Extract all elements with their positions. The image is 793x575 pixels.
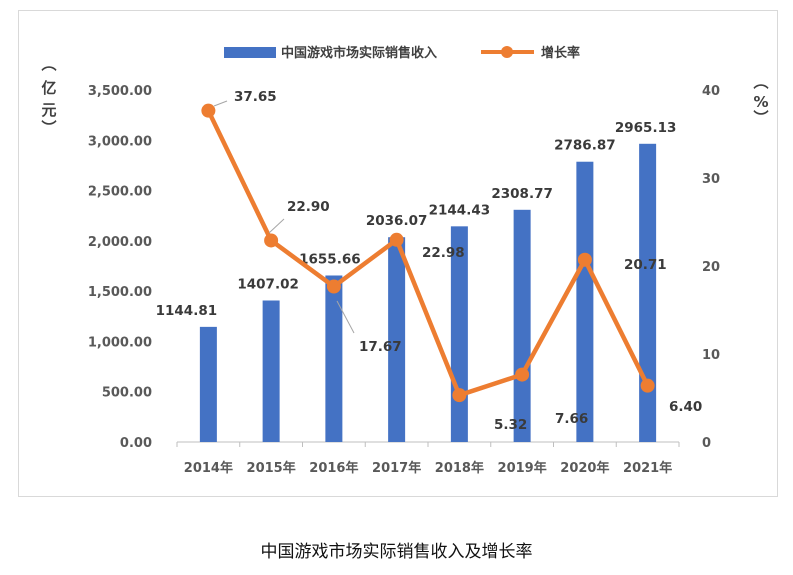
y-left-tick-label: 500.00 [102,386,152,401]
growth-data-label: 7.66 [555,411,588,427]
growth-data-label: 17.67 [359,339,402,355]
growth-data-label: 6.40 [669,399,702,415]
y-left-tick-label: 3,500.00 [88,84,152,99]
legend-swatch-growth-marker [501,46,513,58]
y-left-tick-label: 1,000.00 [88,335,152,350]
growth-label-leader-line [268,218,285,234]
y-left-unit-paren-close: ︶ [40,119,56,137]
revenue-bar [639,143,657,442]
y-left-unit-label-2: 元 [41,101,56,119]
y-left-unit-label-1: 亿 [41,79,56,97]
growth-rate-marker [515,367,530,382]
growth-label-leader-line [213,100,228,107]
revenue-data-label: 2786.87 [554,138,616,154]
growth-rate-marker [452,388,467,403]
growth-rate-marker [640,378,655,393]
revenue-data-label: 2144.43 [429,202,491,218]
y-left-tick-label: 1,500.00 [88,285,152,300]
revenue-bar [513,209,531,442]
revenue-data-label: 1655.66 [299,251,361,267]
revenue-data-label: 1407.02 [237,276,299,292]
growth-rate-marker [264,233,279,248]
revenue-data-label: 2036.07 [366,213,428,229]
x-tick-label: 2019年 [498,460,547,476]
chart-caption: 中国游戏市场实际销售收入及增长率 [260,542,533,562]
y-right-tick-label: 40 [702,84,720,99]
legend-swatch-revenue [224,47,276,58]
growth-data-label: 5.32 [494,417,527,433]
chart-frame: 2014年 2015年 2016年 2017年 2018年 2019年 2020年 2021年… [18,10,778,497]
x-tick-label: 2017年 [372,460,421,476]
growth-label-leader-line [336,300,355,334]
x-tick-label: 2015年 [247,460,296,476]
x-tick-label: 2021年 [623,460,672,476]
y-left-tick-label: 0.00 [120,436,152,451]
revenue-bar [199,326,217,442]
revenue-bar [388,237,406,442]
x-tick-label: 2018年 [435,460,484,476]
growth-rate-marker [326,279,341,294]
chart-svg: 2014年 2015年 2016年 2017年 2018年 2019年 2020年 2021年… [40,45,768,476]
growth-rate-marker [389,232,404,247]
revenue-data-label: 2965.13 [615,120,677,136]
y-right-tick-label: 0 [702,436,711,451]
growth-rate-marker [577,252,592,267]
revenue-bar [325,275,343,442]
y-right-tick-label: 10 [702,348,720,363]
revenue-data-label: 1144.81 [156,303,218,319]
growth-data-label: 22.90 [287,199,330,215]
y-right-unit-paren-open: ︵ [752,73,768,91]
growth-data-label: 22.98 [422,245,465,261]
y-left-unit-paren-open: ︵ [40,55,56,73]
growth-data-label: 37.65 [234,89,277,105]
revenue-bar [262,300,280,442]
revenue-bar [576,161,594,442]
x-tick-label: 2016年 [309,460,358,476]
y-left-tick-label: 3,000.00 [88,134,152,149]
y-right-unit-label: % [753,93,768,111]
y-left-tick-label: 2,500.00 [88,185,152,200]
y-right-tick-label: 20 [702,260,720,275]
x-tick-label: 2020年 [560,460,609,476]
legend-label-revenue: 中国游戏市场实际销售收入 [281,45,437,61]
y-right-tick-label: 30 [702,172,720,187]
growth-data-label: 20.71 [624,257,667,273]
y-right-unit-paren-close: ︶ [752,109,768,127]
legend-label-growth: 增长率 [541,45,580,61]
growth-rate-marker [201,103,216,118]
growth-rate-line [206,108,650,398]
y-left-tick-label: 2,000.00 [88,235,152,250]
revenue-data-label: 2308.77 [491,186,553,202]
x-tick-label: 2014年 [184,460,233,476]
